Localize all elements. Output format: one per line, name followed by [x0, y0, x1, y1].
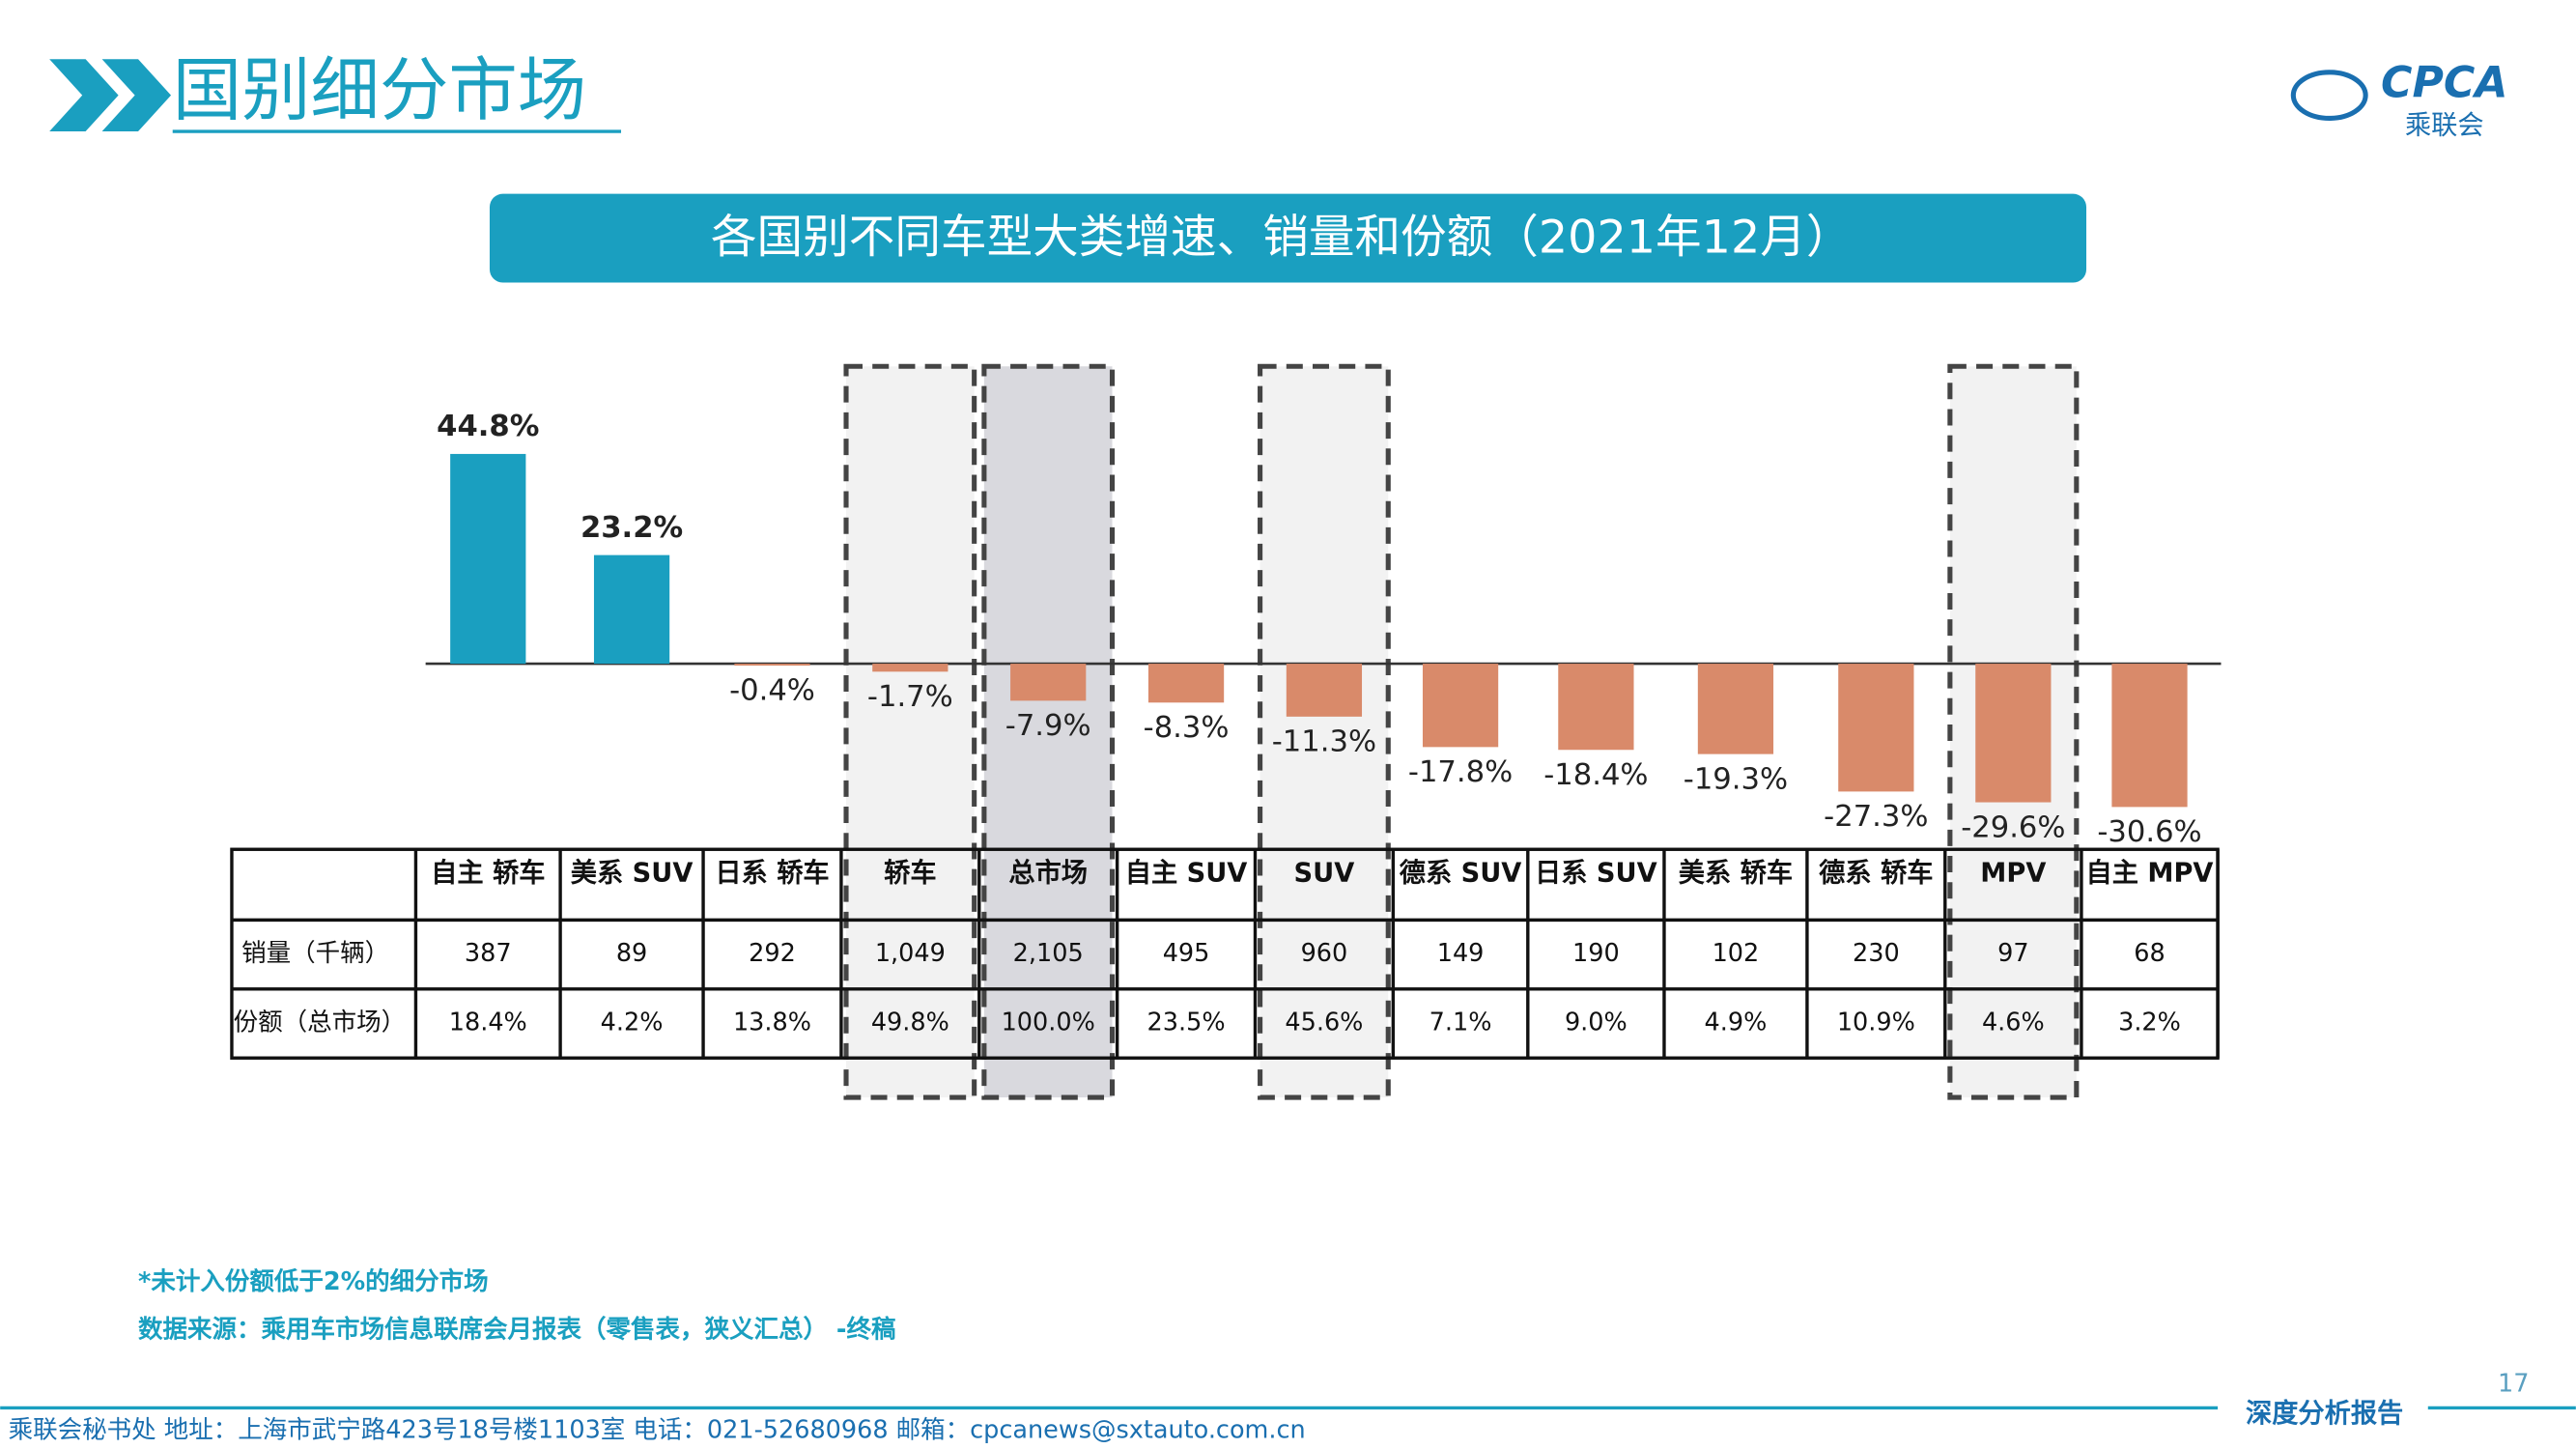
column-header: 自主 SUV — [1125, 857, 1248, 888]
column-header: 自主 轿车 — [431, 857, 545, 888]
chart-title: 各国别不同车型大类增速、销量和份额（2021年12月） — [711, 211, 1853, 264]
chevron — [49, 59, 119, 132]
data-label: -30.6% — [2097, 815, 2201, 849]
column-header: 总市场 — [1008, 857, 1088, 888]
page-number: 17 — [2498, 1370, 2529, 1399]
sales-cell: 387 — [465, 939, 512, 968]
column-header: 日系 SUV — [1535, 858, 1657, 888]
data-label: -0.4% — [729, 674, 815, 708]
data-label: -19.3% — [1684, 762, 1788, 796]
sales-cell: 292 — [749, 939, 796, 968]
bar — [2111, 664, 2188, 808]
share-cell: 45.6% — [1285, 1009, 1363, 1037]
sales-cell: 230 — [1853, 939, 1900, 968]
bar — [1286, 664, 1363, 717]
column-header: 美系 轿车 — [1679, 857, 1793, 888]
sales-cell: 89 — [616, 939, 647, 968]
sales-cell: 495 — [1163, 939, 1210, 968]
bar — [1010, 664, 1087, 701]
data-label: -8.3% — [1144, 711, 1230, 745]
footer-tag: 深度分析报告 — [2246, 1398, 2403, 1429]
data-label: -17.8% — [1408, 755, 1513, 789]
logo-subtext: 乘联会 — [2405, 110, 2484, 140]
share-cell: 9.0% — [1565, 1009, 1628, 1037]
sales-cell: 960 — [1301, 939, 1348, 968]
page-title: 国别细分市场 — [173, 50, 586, 130]
logo-mark — [2290, 70, 2368, 121]
sales-cell: 1,049 — [875, 939, 946, 968]
column-header: MPV — [1980, 858, 2046, 888]
bar — [1975, 664, 2052, 803]
sales-cell: 102 — [1713, 939, 1760, 968]
sales-cell: 97 — [1997, 939, 2028, 968]
share-cell: 10.9% — [1837, 1009, 1915, 1037]
highlight-box — [981, 363, 1116, 1100]
chevron — [101, 59, 172, 132]
share-cell: 100.0% — [1002, 1009, 1095, 1037]
bar — [872, 664, 948, 672]
share-cell: 49.8% — [871, 1009, 949, 1037]
chart: 44.8% 23.2% -0.4% -1.7% -7.9% -8.3% -11.3% -17.… — [230, 363, 2222, 1100]
data-label: 23.2% — [580, 511, 683, 545]
bar — [1422, 664, 1499, 748]
bar — [1147, 664, 1225, 703]
data-label: -29.6% — [1961, 810, 2065, 844]
share-cell: 18.4% — [449, 1009, 527, 1037]
column-header: 德系 轿车 — [1819, 857, 1933, 888]
logo-text: CPCA — [2381, 58, 2508, 107]
note: *未计入份额低于2%的细分市场 — [138, 1267, 489, 1296]
sales-cell: 149 — [1437, 939, 1485, 968]
footer-contact: 乘联会秘书处 地址：上海市武宁路423号18号楼1103室 电话：021-526… — [9, 1415, 1306, 1444]
row-label: 份额（总市场） — [234, 1009, 407, 1037]
share-cell: 23.5% — [1147, 1009, 1226, 1037]
data-label: -11.3% — [1272, 725, 1376, 759]
bar — [1558, 664, 1634, 751]
share-cell: 4.2% — [601, 1009, 664, 1037]
bar — [593, 554, 670, 665]
sales-cell: 68 — [2134, 939, 2165, 968]
share-cell: 4.9% — [1705, 1009, 1768, 1037]
sales-cell: 2,105 — [1013, 939, 1084, 968]
data-label: -1.7% — [867, 680, 953, 714]
sales-cell: 190 — [1572, 939, 1620, 968]
chart-title-box — [489, 193, 2087, 283]
data-label: 44.8% — [437, 410, 539, 443]
share-cell: 3.2% — [2118, 1009, 2181, 1037]
column-header: SUV — [1294, 858, 1355, 888]
row-label: 销量（千辆） — [241, 939, 389, 968]
column-header: 自主 MPV — [2086, 857, 2214, 888]
bar — [1697, 664, 1774, 754]
bar — [450, 453, 526, 665]
data-label: -7.9% — [1005, 709, 1091, 743]
share-cell: 13.8% — [733, 1009, 811, 1037]
bar — [734, 664, 810, 667]
highlight-box — [1258, 363, 1391, 1100]
data-label: -27.3% — [1824, 800, 1928, 834]
share-cell: 4.6% — [1982, 1009, 2045, 1037]
highlight-box — [843, 363, 977, 1100]
note: 数据来源：乘用车市场信息联席会月报表（零售表，狭义汇总） -终稿 — [138, 1316, 895, 1345]
share-cell: 7.1% — [1430, 1009, 1492, 1037]
data-label: -18.4% — [1543, 758, 1648, 792]
column-header: 美系 SUV — [571, 857, 694, 888]
column-header: 德系 SUV — [1400, 858, 1522, 888]
column-header: 轿车 — [884, 857, 936, 888]
column-header: 日系 轿车 — [715, 857, 829, 888]
bar — [1838, 664, 1914, 792]
